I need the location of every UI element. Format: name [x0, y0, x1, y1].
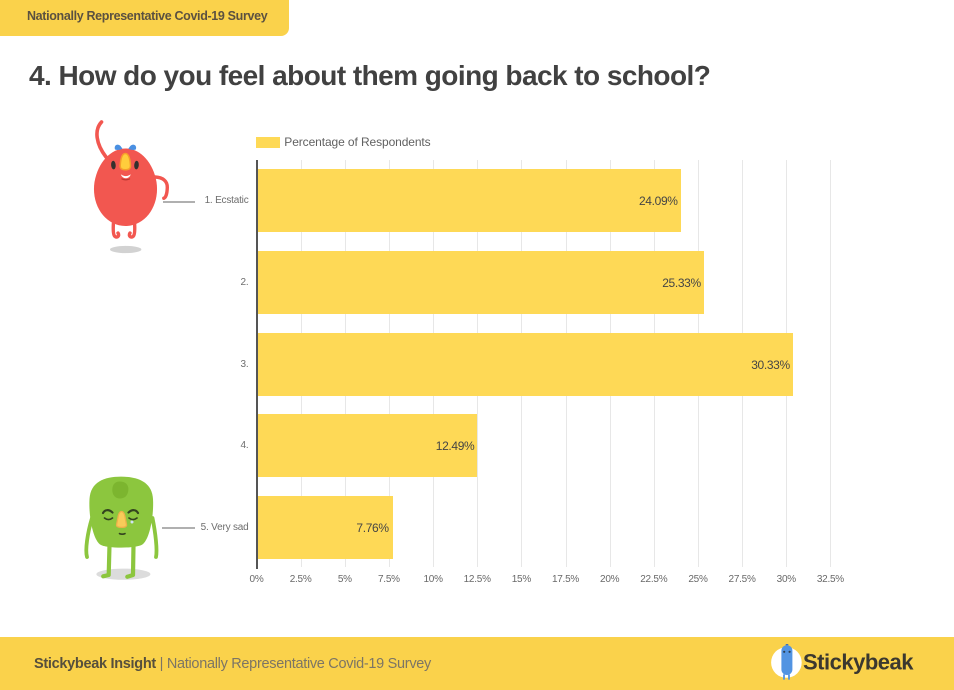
svg-text:Stickybeak: Stickybeak: [803, 649, 914, 674]
